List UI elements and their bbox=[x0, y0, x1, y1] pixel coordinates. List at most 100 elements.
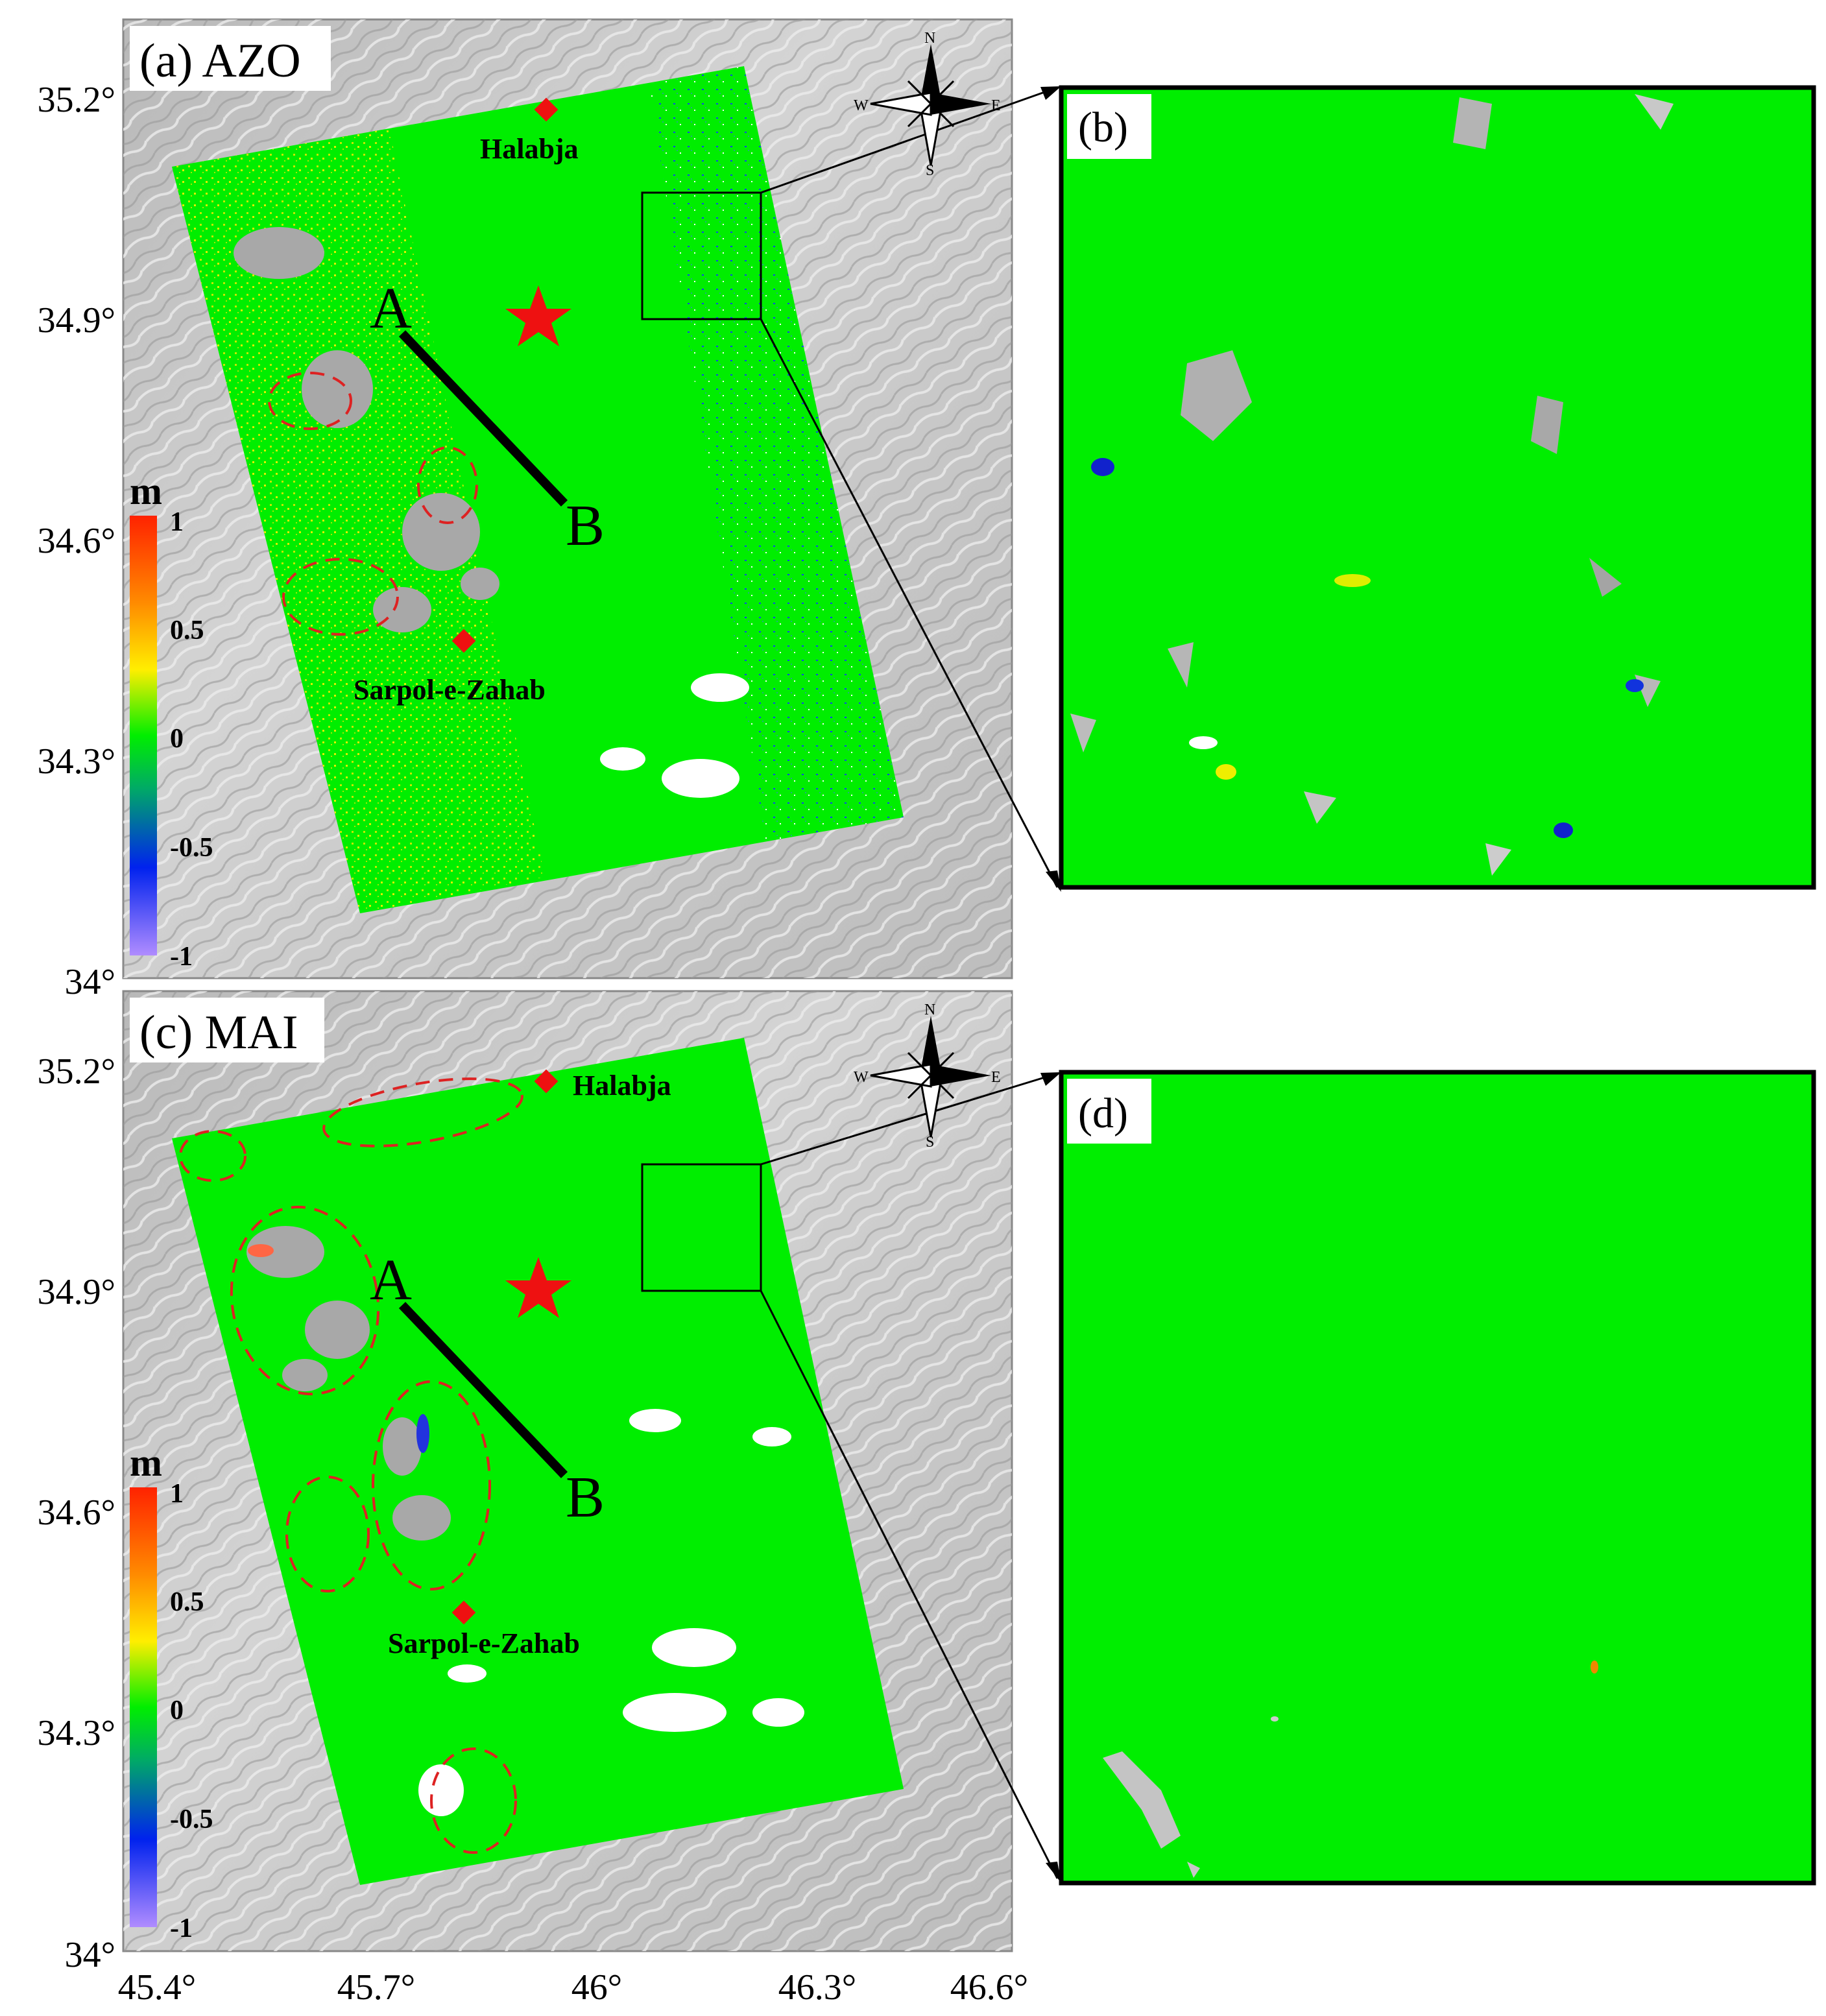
colorbar-unit: m bbox=[130, 1441, 162, 1484]
zoom-noise-patches bbox=[1070, 94, 1674, 876]
profile-start-label: A bbox=[370, 1248, 412, 1312]
y-tick-label: 34.3° bbox=[38, 1713, 115, 1753]
zoom-background bbox=[1059, 85, 1816, 890]
epicenter-star bbox=[505, 1257, 571, 1318]
colorbar-tick: 0.5 bbox=[170, 616, 204, 645]
inset-connector-bottom bbox=[760, 1290, 1059, 1879]
compass-n: N bbox=[924, 1002, 935, 1018]
city-label-halabja: Halabja bbox=[573, 1070, 671, 1101]
city-label-halabja: Halabja bbox=[480, 133, 579, 165]
colorbar-tick: -0.5 bbox=[170, 833, 213, 863]
compass-s: S bbox=[926, 1134, 934, 1151]
city-marker-halabja bbox=[534, 97, 559, 122]
y-tick-label: 34.3° bbox=[38, 741, 115, 782]
inset-connector-top bbox=[760, 86, 1058, 194]
y-tick-label: 35.2° bbox=[38, 80, 115, 120]
colorbar: m 1 0.5 0 -0.5 -1 bbox=[130, 470, 213, 972]
y-tick-label: 35.2° bbox=[38, 1051, 115, 1092]
highlight-circles bbox=[268, 372, 478, 636]
compass-east-arm bbox=[931, 93, 991, 115]
compass-diagonal-2 bbox=[907, 80, 955, 128]
panel-label-box bbox=[130, 998, 324, 1062]
city-marker-halabja bbox=[534, 1069, 559, 1094]
x-tick-label: 46.3° bbox=[778, 1967, 856, 2008]
city-label-sarpol: Sarpol-e-Zahab bbox=[388, 1627, 580, 1659]
y-tick-label: 34.6° bbox=[38, 521, 115, 561]
inset-connector-top bbox=[760, 1072, 1058, 1166]
y-tick-label: 34.9° bbox=[38, 1272, 115, 1312]
inset-arrowhead-bottom bbox=[1046, 870, 1061, 892]
compass-s: S bbox=[926, 162, 934, 179]
inset-box bbox=[641, 191, 762, 320]
y-tick-label: 34° bbox=[65, 962, 115, 1002]
sparse-decorrelation-zone bbox=[649, 66, 904, 842]
x-axis-ticks: 45.4° 45.7° 46° 46.3° 46.6° bbox=[118, 1967, 1028, 2008]
colorbar-gradient bbox=[130, 1487, 157, 1927]
compass-w: W bbox=[854, 97, 869, 114]
colorbar-tick: 0 bbox=[170, 1696, 184, 1725]
x-tick-label: 45.7° bbox=[337, 1967, 415, 2008]
zoom-noise-patches bbox=[1103, 1661, 1598, 1878]
profile-start-label: A bbox=[370, 276, 412, 341]
colorbar: m 1 0.5 0 -0.5 -1 bbox=[130, 1441, 213, 1943]
profile-end-label: B bbox=[566, 1465, 605, 1530]
profile-end-label: B bbox=[566, 494, 605, 558]
compass-diagonal-2 bbox=[907, 1051, 955, 1099]
zoom-label-box bbox=[1067, 94, 1151, 159]
profile-line bbox=[398, 330, 568, 507]
compass-w: W bbox=[854, 1069, 869, 1086]
inset-arrowhead-bottom bbox=[1046, 1862, 1061, 1883]
colorbar-tick: 1 bbox=[170, 1479, 184, 1509]
panel-label-box bbox=[130, 26, 331, 91]
inset-box bbox=[641, 1163, 762, 1292]
inset-arrowhead-top bbox=[1040, 86, 1061, 100]
inset-arrowhead-top bbox=[1040, 1072, 1061, 1086]
compass-north-arm bbox=[920, 44, 942, 104]
y-tick-label: 34.6° bbox=[38, 1493, 115, 1533]
x-tick-label: 45.4° bbox=[118, 1967, 196, 2008]
panel-azo-zoom: (b) bbox=[1059, 85, 1816, 890]
colorbar-tick: 0 bbox=[170, 724, 184, 754]
compass-e: E bbox=[991, 97, 1001, 114]
compass-rose: N S E W bbox=[854, 30, 1001, 179]
profile-line bbox=[398, 1302, 568, 1478]
panel-label: (a) AZO bbox=[139, 34, 301, 88]
compass-north-arm bbox=[920, 1016, 942, 1075]
compass-rose: N S E W bbox=[854, 1002, 1001, 1151]
y-axis-ticks: 35.2° 34.9° 34.6° 34.3° 34° bbox=[38, 1051, 115, 1975]
colorbar-unit: m bbox=[130, 470, 162, 512]
zoom-label: (b) bbox=[1078, 104, 1128, 151]
noise-speckle-zone bbox=[172, 128, 545, 913]
zoom-label: (d) bbox=[1078, 1090, 1128, 1137]
epicenter-star bbox=[505, 285, 571, 346]
y-tick-label: 34° bbox=[65, 1935, 115, 1975]
panel-azo-map: A B Halabja Sarpol-e-Zahab (a) AZO N S E… bbox=[38, 18, 1061, 1002]
y-tick-label: 34.9° bbox=[38, 300, 115, 341]
city-marker-sarpol bbox=[451, 1600, 476, 1625]
city-label-sarpol: Sarpol-e-Zahab bbox=[354, 674, 546, 706]
no-data-patches bbox=[234, 227, 749, 798]
displacement-swath bbox=[172, 1038, 904, 1885]
compass-e: E bbox=[991, 1069, 1001, 1086]
inset-connector-bottom bbox=[760, 318, 1059, 888]
panel-mai-zoom: (d) bbox=[1059, 1070, 1816, 1886]
panel-mai-map: A B Halabja Sarpol-e-Zahab (c) MAI N S E… bbox=[38, 990, 1061, 1975]
colorbar-gradient bbox=[130, 516, 157, 955]
colorbar-tick: -1 bbox=[170, 1914, 193, 1943]
panel-label: (c) MAI bbox=[139, 1006, 298, 1059]
y-axis-ticks: 35.2° 34.9° 34.6° 34.3° 34° bbox=[38, 80, 115, 1002]
highlight-circles bbox=[179, 1077, 523, 1854]
colorbar-tick: -0.5 bbox=[170, 1805, 213, 1834]
x-tick-label: 46.6° bbox=[950, 1967, 1028, 2008]
zoom-label-box bbox=[1067, 1079, 1151, 1144]
colorbar-tick: 0.5 bbox=[170, 1587, 204, 1617]
compass-east-arm bbox=[931, 1064, 991, 1086]
no-data-patches bbox=[246, 1226, 804, 1816]
zoom-background bbox=[1059, 1070, 1816, 1886]
x-tick-label: 46° bbox=[571, 1967, 622, 2008]
colorbar-tick: 1 bbox=[170, 507, 184, 537]
colorbar-tick: -1 bbox=[170, 942, 193, 972]
compass-n: N bbox=[924, 30, 935, 47]
city-marker-sarpol bbox=[451, 629, 476, 653]
